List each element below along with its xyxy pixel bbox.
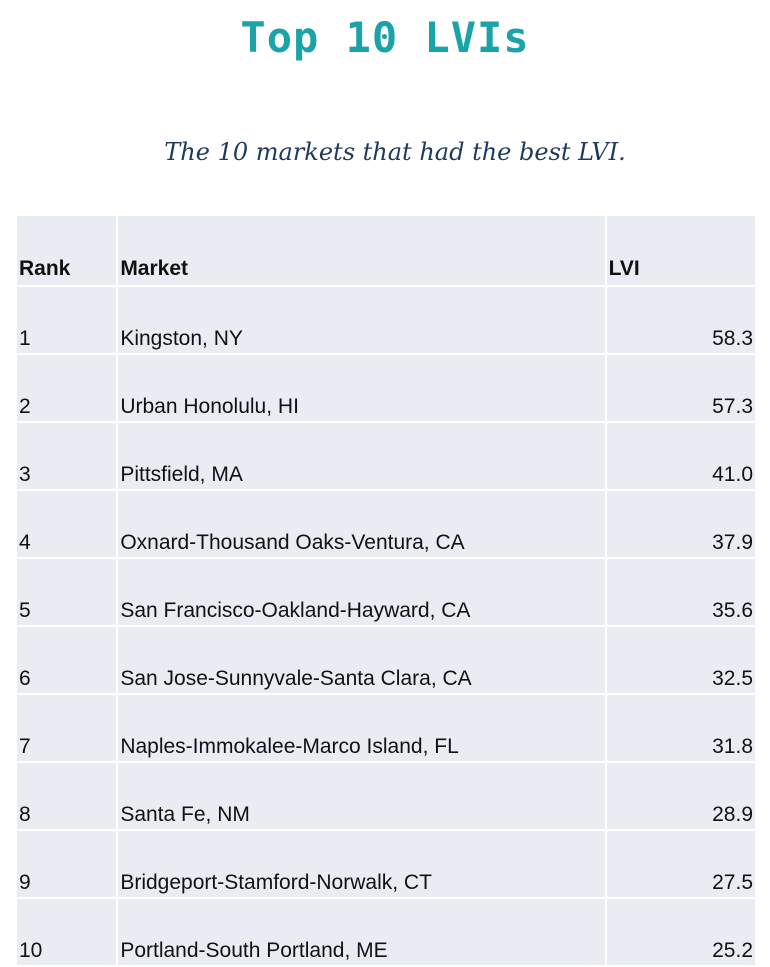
market-cell: San Francisco-Oakland-Hayward, CA [117,558,607,627]
lvi-cell: 27.5 [605,830,755,899]
rank-cell: 1 [17,286,119,355]
rank-cell: 8 [17,762,119,831]
page-subtitle: The 10 markets that had the best LVI. [164,138,626,166]
lvi-cell: 37.9 [605,490,755,559]
column-header-lvi: LVI [605,216,755,287]
market-cell: Bridgeport-Stamford-Norwalk, CT [117,830,607,899]
market-cell: Pittsfield, MA [117,422,607,491]
table-row: 5 San Francisco-Oakland-Hayward, CA 35.6 [17,558,755,627]
lvi-cell: 35.6 [605,558,755,627]
rank-cell: 2 [17,354,119,423]
table-row: 1 Kingston, NY 58.3 [17,286,755,355]
lvi-cell: 41.0 [605,422,755,491]
lvi-table: Rank Market LVI 1 Kingston, NY 58.3 2 Ur… [17,216,755,967]
market-cell: San Jose-Sunnyvale-Santa Clara, CA [117,626,607,695]
market-cell: Portland-South Portland, ME [117,898,607,967]
column-header-rank: Rank [17,216,119,287]
table-header-row: Rank Market LVI [17,216,755,287]
lvi-cell: 28.9 [605,762,755,831]
lvi-cell: 32.5 [605,626,755,695]
lvi-cell: 58.3 [605,286,755,355]
table-row: 4 Oxnard-Thousand Oaks-Ventura, CA 37.9 [17,490,755,559]
table-row: 2 Urban Honolulu, HI 57.3 [17,354,755,423]
rank-cell: 3 [17,422,119,491]
market-cell: Naples-Immokalee-Marco Island, FL [117,694,607,763]
lvi-cell: 25.2 [605,898,755,967]
market-cell: Urban Honolulu, HI [117,354,607,423]
market-cell: Kingston, NY [117,286,607,355]
market-cell: Santa Fe, NM [117,762,607,831]
table-row: 6 San Jose-Sunnyvale-Santa Clara, CA 32.… [17,626,755,695]
page-title: Top 10 LVIs [240,13,530,62]
table-row: 8 Santa Fe, NM 28.9 [17,762,755,831]
lvi-cell: 57.3 [605,354,755,423]
rank-cell: 9 [17,830,119,899]
rank-cell: 4 [17,490,119,559]
table-row: 7 Naples-Immokalee-Marco Island, FL 31.8 [17,694,755,763]
rank-cell: 7 [17,694,119,763]
rank-cell: 10 [17,898,119,967]
column-header-market: Market [117,216,607,287]
table-row: 10 Portland-South Portland, ME 25.2 [17,898,755,967]
market-cell: Oxnard-Thousand Oaks-Ventura, CA [117,490,607,559]
rank-cell: 6 [17,626,119,695]
table-row: 3 Pittsfield, MA 41.0 [17,422,755,491]
rank-cell: 5 [17,558,119,627]
table-row: 9 Bridgeport-Stamford-Norwalk, CT 27.5 [17,830,755,899]
lvi-cell: 31.8 [605,694,755,763]
